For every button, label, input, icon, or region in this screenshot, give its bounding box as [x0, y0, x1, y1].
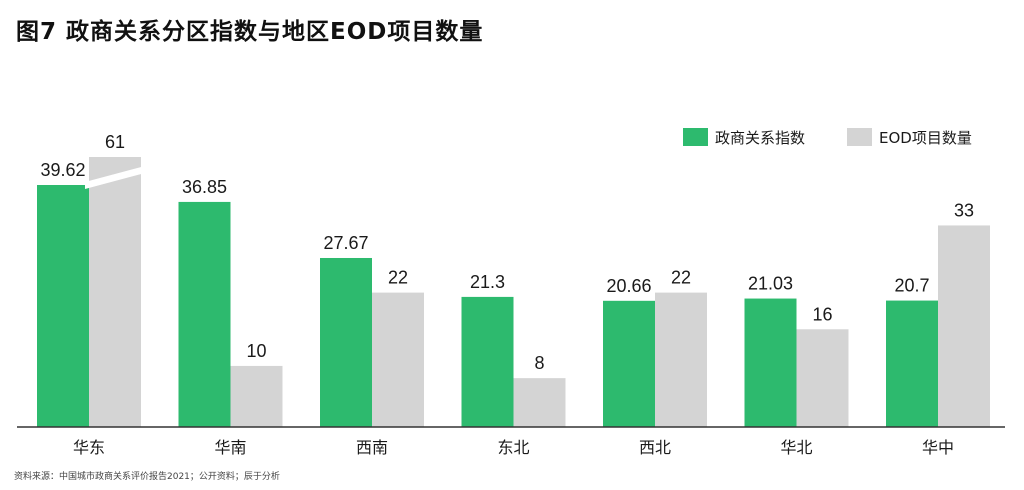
bars-group: [37, 157, 990, 427]
bar-eod-3: [513, 378, 566, 427]
legend-label: EOD项目数量: [879, 129, 972, 147]
bar-index-4: [603, 300, 655, 427]
value-label: 10: [246, 341, 266, 361]
bar-eod-5: [796, 329, 849, 427]
category-label: 华北: [780, 438, 812, 457]
legend-swatch-eod: [847, 128, 872, 146]
category-label: 华东: [73, 438, 105, 457]
category-label: 东北: [497, 438, 529, 457]
bar-eod-1: [230, 365, 283, 427]
legend-swatch-index: [683, 128, 708, 146]
category-labels-group: 华东 华南 西南 东北 西北 华北 华中: [73, 438, 954, 457]
bar-index-6: [886, 300, 938, 427]
value-label: 20.7: [894, 276, 929, 296]
bar-eod-0: [89, 157, 141, 427]
bar-index-2: [320, 257, 372, 427]
chart-title: 图7 政商关系分区指数与地区EOD项目数量: [16, 19, 484, 45]
axis-break-mark: [85, 166, 145, 189]
value-label: 21.03: [748, 274, 793, 294]
source-note: 资料来源：中国城市政商关系评价报告2021；公开资料；辰于分析: [14, 472, 280, 482]
value-label: 22: [671, 268, 691, 288]
value-label: 16: [812, 304, 832, 324]
category-label: 华南: [214, 438, 246, 457]
value-label: 61: [105, 132, 125, 152]
bar-eod-6: [938, 225, 990, 427]
value-labels-group: 39.62 61 36.85 10 27.67 22 21.3 8 20.66 22 21.03 16…: [40, 132, 974, 373]
bar-index-1: [178, 201, 231, 427]
bar-index-5: [744, 298, 797, 427]
category-label: 华中: [922, 438, 954, 457]
value-label: 36.85: [182, 177, 227, 197]
bar-eod-2: [372, 292, 424, 427]
bar-index-0: [37, 185, 89, 427]
value-label: 27.67: [323, 233, 368, 253]
legend-label: 政商关系指数: [715, 129, 805, 147]
value-label: 22: [388, 268, 408, 288]
category-label: 西南: [356, 438, 388, 457]
legend: 政商关系指数 EOD项目数量: [683, 128, 972, 147]
value-label: 20.66: [606, 276, 651, 296]
category-label: 西北: [639, 438, 671, 457]
bar-index-3: [461, 296, 514, 427]
value-label: 8: [534, 353, 544, 373]
value-label: 21.3: [470, 272, 505, 292]
bar-eod-4: [655, 292, 707, 427]
value-label: 39.62: [40, 160, 85, 180]
value-label: 33: [954, 200, 974, 220]
